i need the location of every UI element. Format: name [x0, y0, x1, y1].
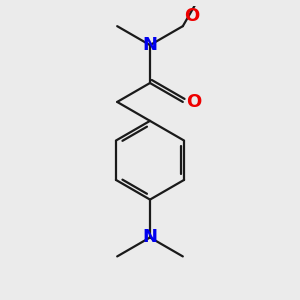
Text: O: O	[184, 7, 200, 25]
Text: O: O	[186, 93, 201, 111]
Text: N: N	[142, 229, 158, 247]
Text: N: N	[142, 36, 158, 54]
